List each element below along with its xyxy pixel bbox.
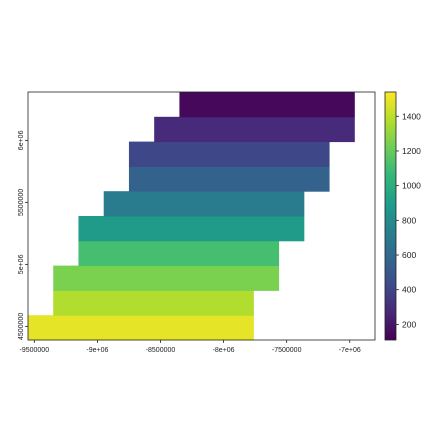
raster-row-9 [179,92,355,118]
colorbar-tick-label: 1400 [402,111,421,121]
raster-row-4 [78,216,305,242]
x-tick-label: -7500000 [272,347,302,354]
colorbar-tick-label: 600 [402,250,416,260]
x-tick-label: -9e+06 [86,347,108,354]
raster-row-1 [53,290,254,316]
y-tick-label: 5500000 [18,189,25,216]
raster-row-8 [154,116,355,143]
raster-row-6 [128,166,330,192]
raster-row-5 [103,191,305,217]
colorbar-tick-label: 400 [402,285,416,295]
y-axis: 4500000 5e+06 5500000 6e+06 [18,130,28,340]
x-tick-label: -8500000 [146,347,176,354]
colorbar: 200 400 600 800 1000 1200 1400 [384,91,421,341]
plot-panel-border [27,91,376,341]
colorbar-border [384,91,397,341]
raster-row-3 [78,240,280,267]
x-tick-label: -9500000 [20,347,50,354]
y-tick-label: 5e+06 [18,254,25,274]
colorbar-tick-label: 1200 [402,146,421,156]
colorbar-tick-label: 1000 [402,181,421,191]
x-axis: -9500000 -9e+06 -8500000 -8e+06 -7500000 -7e+… [20,340,361,354]
raster-row-0 [28,315,254,341]
x-tick-label: -7e+06 [339,347,361,354]
raster-cells [28,92,355,341]
colorbar-tick-label: 800 [402,215,416,225]
y-tick-label: 6e+06 [18,130,25,150]
x-tick-label: -8e+06 [213,347,235,354]
colorbar-gradient [385,92,396,340]
raster-row-7 [128,141,330,167]
y-tick-label: 4500000 [18,313,25,340]
raster-row-2 [53,265,280,291]
colorbar-tick-label: 200 [402,319,416,329]
